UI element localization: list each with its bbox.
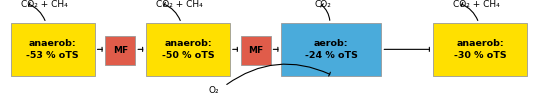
FancyBboxPatch shape — [281, 23, 381, 76]
FancyBboxPatch shape — [241, 36, 270, 65]
Text: anaerob:
-53 % oTS: anaerob: -53 % oTS — [27, 39, 79, 60]
FancyBboxPatch shape — [105, 36, 135, 65]
Text: aerob:
-24 % oTS: aerob: -24 % oTS — [305, 39, 358, 60]
Text: MF: MF — [248, 46, 263, 55]
Text: CO₂ + CH₄: CO₂ + CH₄ — [21, 0, 67, 9]
Text: MF: MF — [113, 46, 128, 55]
Text: anaerob:
-30 % oTS: anaerob: -30 % oTS — [454, 39, 506, 60]
Text: CO₂: CO₂ — [315, 0, 332, 9]
Text: O₂: O₂ — [208, 86, 219, 95]
Text: anaerob:
-50 % oTS: anaerob: -50 % oTS — [162, 39, 214, 60]
Text: CO₂ + CH₄: CO₂ + CH₄ — [453, 0, 500, 9]
FancyBboxPatch shape — [11, 23, 95, 76]
Text: CO₂ + CH₄: CO₂ + CH₄ — [156, 0, 202, 9]
FancyBboxPatch shape — [146, 23, 230, 76]
FancyBboxPatch shape — [433, 23, 527, 76]
